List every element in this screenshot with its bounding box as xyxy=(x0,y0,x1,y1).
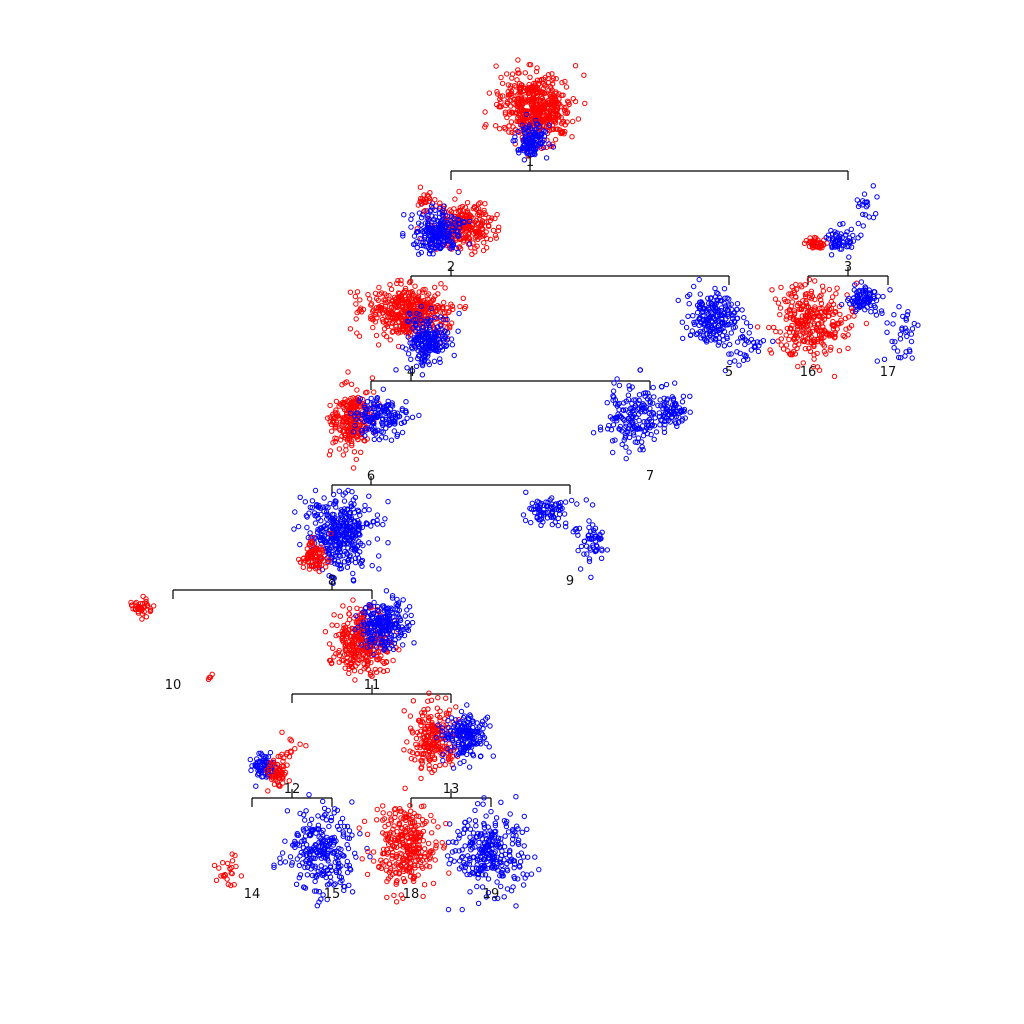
cluster-10-scatter xyxy=(128,593,215,682)
node-label-15: 15 xyxy=(324,887,341,902)
node-label-5: 5 xyxy=(725,365,733,380)
cluster-1-scatter xyxy=(482,57,588,163)
cluster-7-scatter xyxy=(590,367,693,462)
cluster-8-scatter xyxy=(291,487,391,586)
cluster-9-scatter xyxy=(520,489,610,580)
cluster-5-scatter xyxy=(675,276,776,374)
node-label-16: 16 xyxy=(800,365,817,380)
tree-edges xyxy=(172,162,889,807)
node-label-17: 17 xyxy=(880,365,897,380)
node-label-4: 4 xyxy=(407,365,415,380)
node-label-10: 10 xyxy=(165,678,182,693)
node-label-19: 19 xyxy=(483,887,500,902)
node-label-1: 1 xyxy=(526,155,534,170)
node-label-3: 3 xyxy=(844,260,852,275)
cluster-scatters xyxy=(128,57,921,913)
cluster-14-scatter xyxy=(211,851,245,889)
node-label-6: 6 xyxy=(367,469,375,484)
cluster-12-scatter xyxy=(247,729,309,794)
cluster-4-scatter xyxy=(347,277,469,378)
cluster-16-scatter xyxy=(754,276,870,380)
node-label-2: 2 xyxy=(447,260,455,275)
cluster-13-scatter xyxy=(401,690,496,782)
node-label-13: 13 xyxy=(443,782,460,797)
cluster-6-scatter xyxy=(324,369,422,471)
cluster-17-scatter xyxy=(838,279,921,364)
cluster-15-scatter xyxy=(271,792,373,909)
cluster-11-scatter xyxy=(322,588,417,683)
cluster-19-scatter xyxy=(445,794,542,913)
node-label-8: 8 xyxy=(328,574,336,589)
cluster-2-scatter xyxy=(400,184,502,258)
node-label-9: 9 xyxy=(566,574,574,589)
node-label-14: 14 xyxy=(244,887,261,902)
cluster-18-scatter xyxy=(356,785,452,905)
node-label-12: 12 xyxy=(284,782,301,797)
node-label-7: 7 xyxy=(646,469,654,484)
node-label-18: 18 xyxy=(403,887,420,902)
cluster-3-scatter xyxy=(801,183,880,260)
node-label-11: 11 xyxy=(364,678,381,693)
